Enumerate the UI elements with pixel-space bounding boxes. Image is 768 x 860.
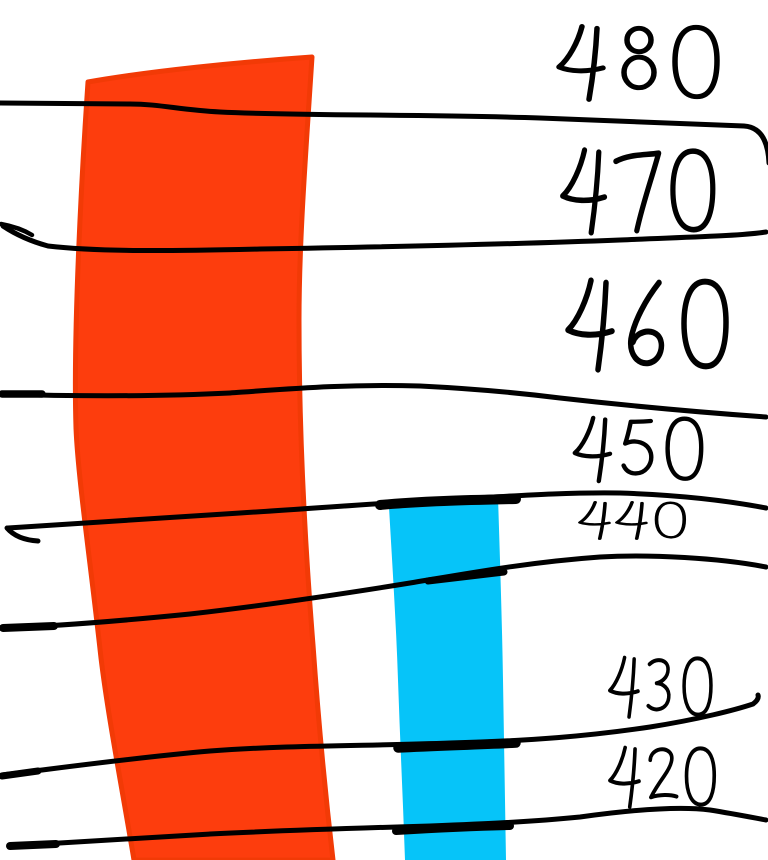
bars-group [72,54,506,860]
cyan-bar [389,497,506,860]
digit-0 [665,416,704,481]
gridlines-group [0,100,768,850]
digit-4 [565,277,615,373]
digit-0 [681,278,729,370]
digit-4 [556,24,606,102]
digit-0 [670,148,716,233]
digit-8 [621,25,657,91]
gridline-470-left-hook [0,221,35,238]
gridline-450-left-hook [4,525,41,544]
tick-label-420 [608,745,717,809]
digit-2 [648,747,679,800]
digit-4 [608,745,641,809]
gridline-480 [0,100,768,166]
digit-0 [672,24,720,100]
red-bar [72,54,336,860]
gridline-430-overdraw-cyan [393,738,521,753]
tick-label-460 [565,277,729,373]
digit-4 [560,147,608,236]
tick-labels-group [556,24,729,809]
digit-4 [578,501,611,540]
gridline-420-overdraw-cyan [392,822,514,835]
tick-label-440 [578,501,687,540]
tick-label-470 [560,147,716,236]
tick-label-450 [572,415,704,484]
digit-7 [613,150,662,234]
gridline-440-overdraw-cyan [424,568,508,585]
tick-label-480 [556,24,720,102]
digit-0 [684,746,717,807]
gridline-440-thick-start [0,622,58,632]
digit-0 [682,656,713,717]
digit-4 [608,655,640,719]
digit-3 [646,658,671,712]
gridline-430-thick-start [0,767,42,780]
digit-0 [654,501,687,539]
gridline-470 [0,223,768,254]
gridline-440 [0,553,768,631]
gridline-450-overdraw-cyan-top [375,494,521,510]
digit-4 [615,501,648,540]
gridline-420-thick-start [6,840,60,850]
digit-4 [572,415,613,484]
gridline-420 [7,805,768,849]
gridline-460 [0,382,768,420]
digit-6 [628,279,665,367]
tick-label-430 [608,655,713,719]
digit-5 [621,418,654,476]
